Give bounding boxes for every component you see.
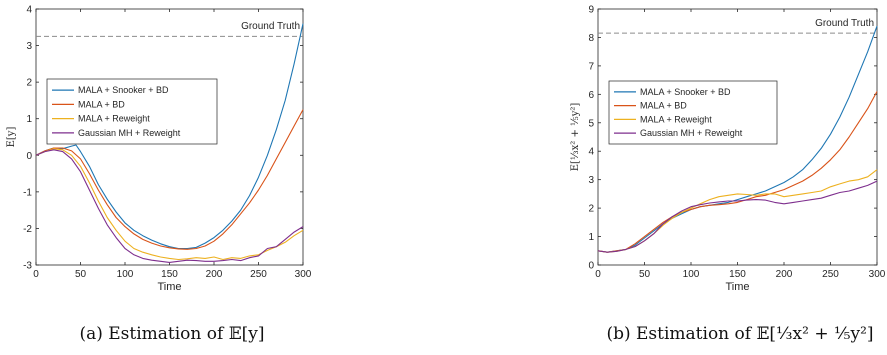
series-line-0	[35, 23, 304, 250]
x-tick-label: 150	[729, 269, 746, 280]
y-tick-label: 0	[26, 151, 32, 162]
y-tick-label: 2	[588, 204, 594, 215]
x-tick-label: 200	[206, 269, 223, 280]
legend: MALA + Snooker + BD MALA + BD MALA + Rewei…	[46, 78, 218, 145]
legend: MALA + Snooker + BD MALA + BD MALA + Rewei…	[608, 80, 778, 145]
y-tick-label: -2	[23, 224, 32, 235]
y-tick-label: 1	[26, 114, 32, 125]
series-line-3	[35, 149, 304, 263]
chart-a: 0 50 100 150 200 250 300 -3 -2 -1 0 1 2 3 4 Time E[y] Gro…	[6, 5, 312, 345]
x-tick-label: 300	[869, 269, 886, 280]
legend-entry-1: MALA + BD	[78, 99, 125, 109]
legend-entry-2: MALA + Reweight	[640, 114, 712, 124]
legend-entry-0: MALA + Snooker + BD	[78, 85, 169, 95]
series-line-1	[35, 109, 304, 250]
x-tick-label: 150	[161, 269, 178, 280]
y-tick-label: 1	[588, 232, 594, 243]
x-tick-label: 250	[822, 269, 839, 280]
x-tick-label: 200	[776, 269, 793, 280]
x-axis-label: Time	[725, 281, 749, 293]
ground-truth-label: Ground Truth	[815, 18, 874, 29]
series-line-2	[35, 148, 304, 261]
legend-entry-1: MALA + BD	[640, 101, 687, 111]
chart-b: 0 50 100 150 200 250 300 0 1 2 3 4 5 6 7 8 9 Time E[⅓x² + …	[570, 5, 886, 345]
y-tick-label: 4	[26, 5, 32, 16]
subfigure-caption: (b) Estimation of 𝔼[⅓x² + ⅕y²]	[606, 324, 873, 344]
x-tick-label: 300	[295, 269, 312, 280]
series-line-1	[597, 91, 878, 253]
y-tick-label: 0	[588, 261, 594, 272]
y-tick-label: 8	[588, 33, 594, 44]
x-tick-label: 50	[75, 269, 87, 280]
ground-truth-label: Ground Truth	[241, 21, 300, 32]
y-tick-label: 9	[588, 5, 594, 16]
y-axis-label: E[y]	[6, 127, 17, 148]
legend-box	[608, 80, 778, 145]
y-tick-label: 6	[588, 90, 594, 101]
x-tick-label: 0	[595, 269, 601, 280]
subfigure-caption: (a) Estimation of 𝔼[y]	[79, 324, 264, 344]
y-tick-label: 3	[588, 175, 594, 186]
series-line-0	[597, 25, 878, 253]
y-axis-label: E[⅓x² + ⅕y²]	[570, 103, 581, 172]
y-tick-label: 7	[588, 61, 594, 72]
x-tick-label: 100	[683, 269, 700, 280]
legend-entry-3: Gaussian MH + Reweight	[640, 128, 743, 138]
legend-box	[46, 78, 218, 145]
x-tick-label: 250	[250, 269, 267, 280]
legend-entry-0: MALA + Snooker + BD	[640, 87, 731, 97]
y-tick-label: 5	[588, 118, 594, 129]
legend-entry-2: MALA + Reweight	[78, 114, 150, 124]
legend-entry-3: Gaussian MH + Reweight	[78, 128, 181, 138]
y-tick-label: -1	[23, 187, 32, 198]
y-tick-label: 3	[26, 41, 32, 52]
y-tick-label: -3	[23, 261, 32, 272]
y-tick-label: 4	[588, 147, 594, 158]
series-line-3	[597, 180, 878, 253]
x-tick-label: 50	[639, 269, 651, 280]
x-tick-label: 0	[33, 269, 39, 280]
y-tick-label: 2	[26, 78, 32, 89]
x-tick-label: 100	[117, 269, 134, 280]
x-axis-label: Time	[157, 281, 181, 293]
